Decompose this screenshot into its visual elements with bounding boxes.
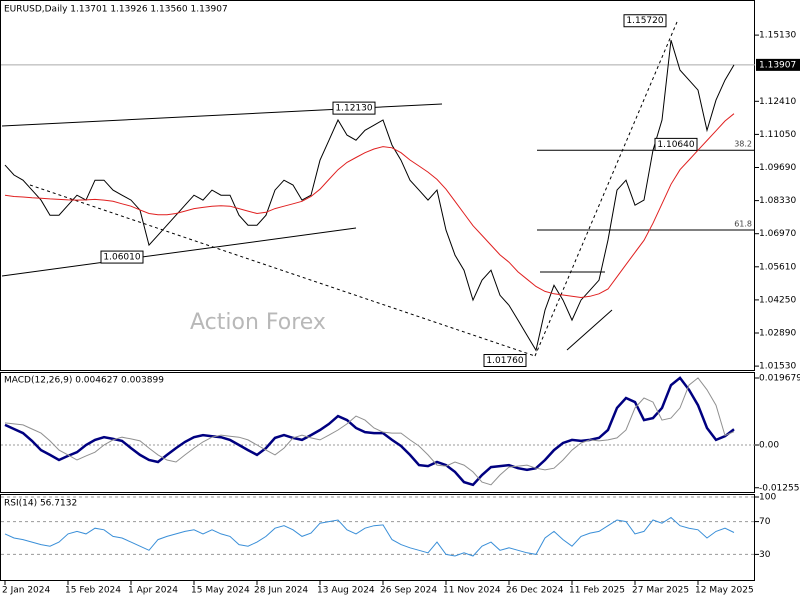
y-tick-label: 1.04250 [759,295,796,305]
dashed-line [29,184,536,357]
current-price-box [756,58,800,71]
y-tick-label: 30 [759,550,771,560]
y-tick-label: 1.08330 [759,196,796,206]
x-tick-label: 27 Mar 2025 [632,586,689,596]
trend-line [1,227,357,277]
rsi-panel [0,494,755,581]
fib-label: 61.8 [734,220,752,229]
series-line [4,377,735,486]
x-tick-label: 13 Aug 2024 [317,586,375,596]
price-label: 1.12130 [335,104,372,114]
price-label-box [332,101,376,115]
price-label: 1.01760 [486,356,523,366]
y-tick-label: 100 [759,493,776,503]
triangle-line [566,309,613,351]
y-tick-label: 1.05610 [759,262,796,272]
y-tick-label: 1.06970 [759,229,796,239]
y-tick-label: 0.019679 [759,373,800,383]
x-tick-label: 2 Jan 2024 [2,586,50,596]
price-label: 1.06010 [103,253,140,263]
price-label-box [483,354,527,368]
price-panel [0,0,755,371]
macd-title: MACD(12,26,9) 0.004627 0.003899 [4,376,164,386]
price-label-box [100,250,144,264]
x-tick-label: 28 Jun 2024 [254,586,308,596]
rsi-title: RSI(14) 56.7132 [4,499,77,509]
x-tick-label: 15 May 2024 [191,586,250,596]
watermark: Action Forex [190,310,326,335]
x-tick-label: 11 Feb 2025 [569,586,625,596]
dashed-line [534,21,678,357]
x-tick-label: 15 Feb 2024 [65,586,121,596]
x-tick-label: 26 Sep 2024 [380,586,437,596]
x-tick-label: 12 May 2025 [695,586,754,596]
x-tick-label: 11 Nov 2024 [443,586,501,596]
current-price-label: 1.13907 [759,60,796,70]
x-tick-label: 1 Apr 2024 [128,586,178,596]
series-line [4,376,735,487]
price-title: EURUSD,Daily 1.13701 1.13926 1.13560 1.1… [4,5,228,15]
price-label-box [623,14,667,28]
price-label-box [654,137,698,151]
y-tick-label: -0.012552 [759,483,800,493]
fib-label: 38.2 [734,140,752,149]
series-line [4,40,735,352]
y-tick-label: 1.02890 [759,329,796,339]
y-tick-label: 1.12410 [759,97,796,107]
x-tick-label: 26 Dec 2024 [506,586,564,596]
y-tick-label: 0.00 [759,441,779,451]
y-tick-label: 1.01530 [759,362,796,372]
y-tick-label: 1.15130 [759,31,796,41]
price-label: 1.10640 [657,140,694,150]
y-tick-label: 1.09690 [759,163,796,173]
series-line [4,113,735,299]
price-label: 1.15720 [626,16,663,26]
y-tick-label: 70 [759,517,771,527]
series-line [4,516,735,557]
y-tick-label: 1.11050 [759,130,796,140]
macd-panel [0,372,755,493]
